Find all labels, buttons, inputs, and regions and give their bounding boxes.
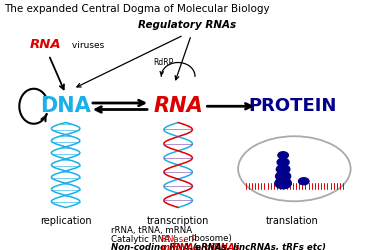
Text: , ribosome): , ribosome) — [183, 234, 232, 244]
Text: RNase P: RNase P — [161, 234, 197, 244]
Text: replication: replication — [40, 216, 92, 226]
Text: RNA: RNA — [30, 38, 62, 52]
Text: PROTEIN: PROTEIN — [248, 97, 337, 115]
Circle shape — [275, 178, 291, 189]
Text: RNA: RNA — [153, 96, 203, 116]
Text: Regulatory RNAs: Regulatory RNAs — [138, 20, 237, 30]
Text: , eRNAs, lincRNAs, tRFs etc): , eRNAs, lincRNAs, tRFs etc) — [189, 243, 326, 250]
Text: RdRP: RdRP — [153, 58, 173, 67]
Text: Non-coding RNA (: Non-coding RNA ( — [111, 243, 196, 250]
Circle shape — [276, 165, 290, 174]
Circle shape — [298, 178, 309, 185]
Circle shape — [277, 158, 289, 166]
Text: translation: translation — [266, 216, 319, 226]
Text: DNA: DNA — [40, 96, 91, 116]
Circle shape — [276, 171, 291, 181]
Text: transcription: transcription — [147, 216, 209, 226]
Circle shape — [278, 152, 288, 159]
Text: viruses: viruses — [69, 40, 105, 50]
Text: miRNAs, piRNAs: miRNAs, piRNAs — [161, 243, 240, 250]
Text: The expanded Central Dogma of Molecular Biology: The expanded Central Dogma of Molecular … — [4, 4, 269, 14]
Text: Catalytic RNA (: Catalytic RNA ( — [111, 234, 176, 244]
Text: rRNA, tRNA, mRNA: rRNA, tRNA, mRNA — [111, 226, 192, 235]
